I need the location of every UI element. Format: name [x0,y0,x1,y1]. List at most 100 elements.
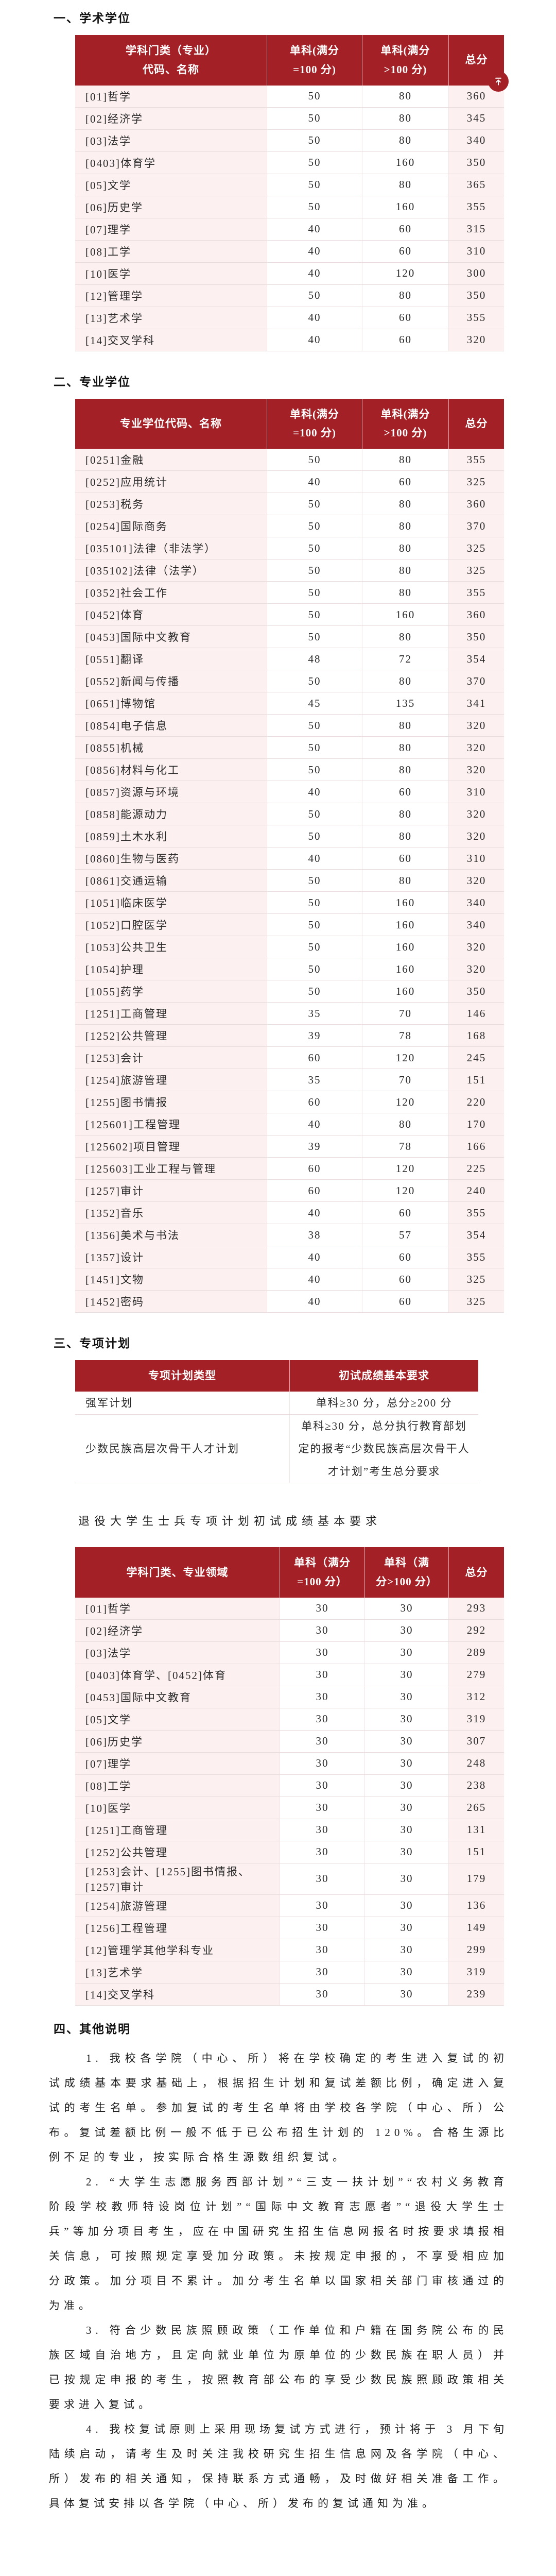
table-cell: 80 [362,625,449,648]
table-row: [1052]口腔医学 50 160 340 [75,913,504,936]
table-cell: 50 [267,958,362,980]
table-cell: 239 [448,1983,504,2006]
table-cell: 30 [280,1774,365,1797]
table-cell: [05]文学 [75,174,267,196]
table-cell: 325 [448,1290,504,1313]
table-cell: 320 [448,329,504,351]
table-cell: [0253]税务 [75,493,267,515]
table-cell: 50 [267,559,362,582]
column-header: 单科（满分 =100 分） [280,1547,365,1598]
column-header: 专业学位代码、名称 [75,398,267,449]
table-row: [0452]体育 50 160 360 [75,603,504,626]
table-row: [02]经济学 50 80 345 [75,107,504,130]
table-cell: [0860]生物与医药 [75,847,267,870]
table-cell: 30 [280,1961,365,1984]
table-cell: 319 [448,1961,504,1984]
table-header: 专项计划类型 初试成绩基本要求 [75,1360,478,1392]
table-cell: [0453]国际中文教育 [75,1686,280,1708]
table-row: [0352]社会工作 50 80 355 [75,581,504,604]
table-cell: 40 [267,1201,362,1224]
table-cell: 50 [267,714,362,737]
table-header: 专业学位代码、名称 单科(满分 =100 分) 单科(满分 >100 分) 总分 [75,398,504,449]
table-row: [03]法学 50 80 340 [75,129,504,152]
table-cell: [10]医学 [75,262,267,285]
column-header: 单科（满 分>100 分） [364,1547,449,1598]
table-cell: 151 [448,1069,504,1091]
table-cell: 30 [364,1863,449,1895]
table-cell: [1452]密码 [75,1290,267,1313]
column-header: 总分 [448,35,504,86]
table-cell: 30 [280,1664,365,1686]
table-row: [1254]旅游管理 35 70 151 [75,1069,504,1091]
table-cell: [1253]会计 [75,1046,267,1069]
table-cell: 50 [267,825,362,848]
table-cell: 50 [267,936,362,958]
table-cell: 131 [448,1819,504,1841]
table-row: [1055]药学 50 160 350 [75,980,504,1003]
table-row: [05]文学 50 80 365 [75,174,504,196]
table-row: [0860]生物与医药 40 60 310 [75,847,504,870]
table-cell: [08]工学 [75,1774,280,1797]
table-cell: 50 [267,913,362,936]
table-cell: 365 [448,174,504,196]
table-cell: 80 [362,174,449,196]
table-row: [06]历史学 30 30 307 [75,1730,504,1753]
table-cell: 40 [267,470,362,493]
table-row: [01]哲学 50 80 360 [75,85,504,108]
table-cell: [0855]机械 [75,736,267,759]
table-row: 少数民族高层次骨干人才计划 单科≥30 分，总分执行教育部划定的报考“少数民族高层… [75,1414,478,1484]
header-row: 专项计划类型 初试成绩基本要求 [75,1360,478,1392]
table-body: [01]哲学 50 80 360 [02]经济学 50 80 345 [03]法学 50 80 340… [75,85,504,351]
table-row: [07]理学 30 30 248 [75,1752,504,1775]
table-header: 学科门类（专业） 代码、名称 单科(满分 =100 分) 单科(满分 >100 分)… [75,35,504,86]
section-heading-professional: 二、专业学位 [54,375,131,388]
table-cell: [1451]文物 [75,1268,267,1291]
table-cell: 60 [267,1091,362,1113]
table-cell: 325 [448,537,504,560]
table-row: [0552]新闻与传播 50 80 370 [75,670,504,692]
table-row: [125602]项目管理 39 78 166 [75,1135,504,1158]
table-cell: 30 [364,1686,449,1708]
note-paragraph: 1. 我校各学院（中心、所）将在学校确定的考生进入复试的初试成绩基本要求基础上，… [49,2052,508,2163]
table-cell: 30 [364,1730,449,1753]
table-cell: 39 [267,1135,362,1158]
table-cell: 30 [364,1894,449,1917]
table-row: [06]历史学 50 160 355 [75,196,504,218]
table-cell: 325 [448,559,504,582]
table-cell: 240 [448,1179,504,1202]
table-cell: [125601]工程管理 [75,1113,267,1136]
table-cell: 70 [362,1002,449,1025]
table-cell: 30 [280,1983,365,2006]
table-row: [0453]国际中文教育 50 80 350 [75,625,504,648]
table-row: [1257]审计 60 120 240 [75,1179,504,1202]
table-cell: 50 [267,151,362,174]
table-cell: 80 [362,537,449,560]
veterans-plan-table: 学科门类、专业领域 单科（满分 =100 分） 单科（满 分>100 分） 总分 [0… [75,1547,504,2006]
table-cell: 300 [448,262,504,285]
table-cell: [0858]能源动力 [75,803,267,825]
table-cell: 355 [448,581,504,604]
veterans-plan-title: 退役大学生士兵专项计划初试成绩基本要求 [78,1515,382,1528]
column-header: 单科(满分 >100 分) [362,35,449,86]
table-cell: [05]文学 [75,1708,280,1731]
table-cell: 325 [448,470,504,493]
academic-degree-table: 学科门类（专业） 代码、名称 单科(满分 =100 分) 单科(满分 >100 分)… [75,35,504,351]
table-cell: 40 [267,262,362,285]
table-cell: 320 [448,758,504,781]
table-cell: [0856]材料与化工 [75,758,267,781]
column-header: 学科门类（专业） 代码、名称 [75,35,267,86]
table-cell: 39 [267,1024,362,1047]
table-row: [08]工学 30 30 238 [75,1774,504,1797]
table-cell: 80 [362,1113,449,1136]
table-cell: 50 [267,803,362,825]
table-row: [1256]工程管理 30 30 149 [75,1917,504,1939]
table-cell: 30 [280,1597,365,1620]
table-cell: 30 [280,1894,365,1917]
back-to-top-button[interactable] [488,71,509,92]
table-cell: 40 [267,1113,362,1136]
table-cell: 80 [362,869,449,892]
table-cell: 60 [362,329,449,351]
table-cell: 30 [280,1730,365,1753]
table-cell: [02]经济学 [75,107,267,130]
table-cell: [1252]公共管理 [75,1024,267,1047]
